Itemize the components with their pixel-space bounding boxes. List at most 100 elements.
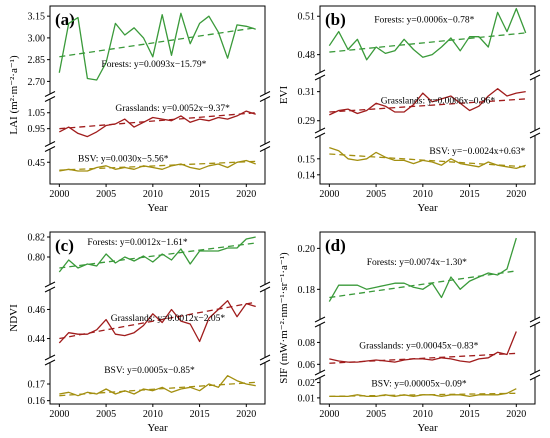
axis-break-gap — [531, 72, 539, 78]
axis-break-mark — [44, 96, 56, 102]
x-tick-label: 2010 — [413, 409, 433, 420]
y-tick-label: 0.20 — [298, 244, 316, 255]
axis-break-mark — [529, 69, 541, 76]
y-tick-label: 0.06 — [298, 360, 316, 371]
axis-break-mark — [259, 281, 271, 288]
x-tick-label: 2020 — [506, 409, 526, 420]
axis-break-mark — [44, 141, 56, 147]
axis-break-mark — [314, 321, 326, 328]
axis-break-mark — [259, 96, 271, 102]
axis-break-mark — [44, 281, 56, 288]
axis-break-gap — [46, 284, 54, 290]
axis-break-gap — [316, 130, 324, 136]
axis-break-mark — [314, 69, 326, 76]
series-grasslands: Grasslands: y=0.0052x−9.37* — [59, 104, 256, 138]
chart-panel-4: 0.18 0.20 0.06 0.08 0.01 0.02 2000 2005 2010 2015… — [278, 231, 541, 434]
y-tick-label: 0.95 — [28, 124, 46, 135]
axis-break-gap — [261, 143, 269, 150]
trend-line — [329, 32, 526, 53]
y-tick-label: 3.15 — [28, 12, 46, 23]
axis-break-mark — [259, 146, 271, 152]
axis-break-mark — [314, 127, 326, 134]
panel-letter: (b) — [325, 10, 346, 29]
x-tick-label: 2015 — [460, 409, 480, 420]
axis-break-mark — [259, 91, 271, 97]
trend-equation-label: BSV: y=0.0030x−5.56* — [78, 154, 169, 164]
trend-equation-label: BSV: y=0.00005x−0.09* — [371, 379, 467, 389]
axis-break-mark — [44, 91, 56, 97]
x-tick-label: 2005 — [96, 189, 116, 200]
axis-break-gap — [531, 319, 539, 325]
series-line — [328, 7, 527, 61]
trend-line — [59, 112, 256, 130]
trend-equation-label: Forests: y=0.0093x−15.79* — [101, 60, 206, 70]
y-tick-label: 0.29 — [298, 116, 316, 127]
y-tick-label: 0.01 — [298, 393, 316, 404]
axis-break-mark — [529, 374, 541, 381]
trend-equation-label: Forests: y=0.0006x−0.78* — [374, 16, 474, 26]
series-grasslands: Grasslands: y=0.00045x−0.83* — [329, 331, 517, 364]
plot-frame — [319, 231, 536, 405]
y-tick-label: 0.14 — [298, 170, 316, 181]
y-tick-label: 0.45 — [28, 158, 46, 169]
trend-line — [329, 270, 517, 299]
panel-letter: (d) — [325, 236, 346, 255]
x-tick-label: 2000 — [49, 409, 69, 420]
axis-break-mark — [314, 374, 326, 381]
x-tick-label: 2005 — [366, 189, 386, 200]
y-tick-label: 0.44 — [28, 334, 46, 345]
axis-break-mark — [44, 286, 56, 293]
y-axis-label: SIF (mW·m⁻²·nm⁻¹·sr⁻¹·a⁻¹) — [278, 252, 290, 384]
axis-break-mark — [259, 141, 271, 147]
series-forests: Forests: y=0.0012x−1.61* — [58, 236, 256, 273]
y-tick-label: 0.17 — [28, 380, 46, 391]
axis-break-mark — [44, 146, 56, 152]
trend-equation-label: Forests: y=0.0012x−1.61* — [87, 238, 187, 248]
x-axis-label: Year — [417, 202, 438, 214]
axis-break-mark — [529, 132, 541, 139]
x-tick-label: 2000 — [319, 189, 339, 200]
panel-letter: (c) — [55, 236, 74, 255]
series-grasslands: Grasslands: y=0.0012x−2.05* — [58, 300, 256, 344]
axis-break-mark — [259, 286, 271, 293]
axis-break-mark — [259, 359, 271, 366]
trend-equation-label: Grasslands: y=0.0012x−2.05* — [111, 314, 226, 324]
y-tick-label: 0.51 — [298, 12, 316, 23]
trend-line — [59, 381, 256, 397]
trend-equation-label: BSV: y=−0.0024x+0.63* — [429, 147, 525, 157]
axis-break-gap — [261, 357, 269, 363]
y-tick-label: 0.48 — [298, 50, 316, 61]
x-tick-label: 2000 — [49, 189, 69, 200]
y-tick-label: 2.85 — [28, 55, 46, 66]
series-line — [58, 12, 256, 81]
trend-line — [59, 242, 256, 269]
series-grasslands: Grasslands: y=0.0006x−0.96* — [329, 88, 526, 116]
series-line — [59, 110, 256, 138]
series-line — [58, 236, 256, 273]
series-forests: Forests: y=0.0006x−0.78* — [328, 7, 527, 61]
axis-break-mark — [259, 354, 271, 361]
x-tick-label: 2020 — [236, 189, 256, 200]
trend-line — [59, 160, 256, 171]
y-tick-label: 0.46 — [28, 305, 46, 316]
axis-break-gap — [261, 93, 269, 100]
series-line — [328, 237, 517, 302]
y-axis-label: LAI (m²·m⁻²·a⁻¹) — [8, 55, 20, 135]
series-line — [329, 146, 526, 170]
axis-break-mark — [529, 127, 541, 134]
x-tick-label: 2015 — [460, 189, 480, 200]
axis-break-gap — [531, 372, 539, 378]
x-tick-label: 2020 — [236, 409, 256, 420]
series-forests: Forests: y=0.0074x−1.30* — [328, 237, 517, 302]
y-axis-label: NDVI — [8, 304, 20, 332]
y-tick-label: 0.80 — [28, 253, 46, 264]
chart-panel-1: 2.70 2.85 3.00 3.15 0.95 1.05 0.45 2000 2005 2010… — [8, 5, 271, 214]
y-tick-label: 0.15 — [298, 154, 316, 165]
x-axis-label: Year — [417, 422, 438, 434]
trend-equation-label: Grasslands: y=0.00045x−0.83* — [359, 341, 478, 351]
x-tick-label: 2000 — [319, 409, 339, 420]
trend-line — [59, 27, 256, 58]
trend-equation-label: Forests: y=0.0074x−1.30* — [367, 258, 467, 268]
axis-break-gap — [316, 72, 324, 78]
